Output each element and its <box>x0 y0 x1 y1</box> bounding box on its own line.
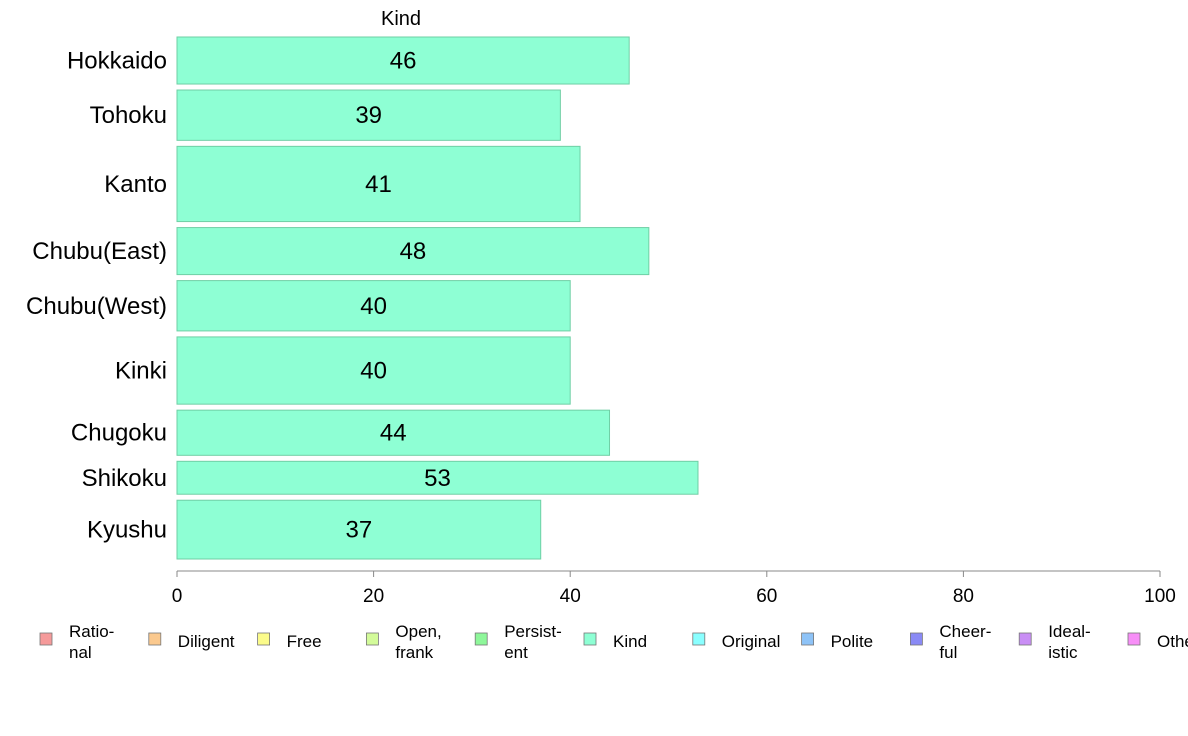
data-label: 40 <box>360 293 387 320</box>
legend-label: Kind <box>613 632 647 651</box>
category-label: Hokkaido <box>67 48 167 75</box>
data-label: 40 <box>360 358 387 385</box>
category-label: Shikoku <box>82 465 167 492</box>
legend-swatch <box>1018 632 1032 646</box>
bar-shikoku <box>176 460 699 495</box>
legend-swatch <box>910 632 923 646</box>
data-label: 41 <box>365 171 392 198</box>
bar-hokkaido <box>176 36 630 85</box>
bar-tohoku <box>176 89 561 141</box>
legend-label: frank <box>395 643 433 662</box>
data-label: 39 <box>355 102 382 129</box>
legend-swatch <box>148 632 162 646</box>
legend-swatch <box>474 632 488 646</box>
x-tick-label: 0 <box>172 586 183 607</box>
legend-label: Free <box>287 632 322 651</box>
legend-label: Other <box>1157 632 1188 651</box>
legend-swatch <box>692 632 706 646</box>
data-label: 44 <box>380 420 407 447</box>
bar-chubu-west <box>176 280 571 332</box>
legend-label: Open, <box>395 622 441 641</box>
chart-title: Kind <box>381 8 421 30</box>
x-tick-label: 40 <box>560 586 581 607</box>
data-label: 37 <box>346 517 373 544</box>
legend-label: Original <box>722 632 781 651</box>
bar-chugoku <box>176 409 611 456</box>
legend-swatch <box>583 632 597 646</box>
bar-kanto <box>176 145 581 223</box>
legend-swatch <box>365 632 379 646</box>
legend-label: ful <box>939 643 957 662</box>
legend-swatch <box>257 632 271 646</box>
legend-label: nal <box>69 643 92 662</box>
legend-label: Polite <box>831 632 874 651</box>
legend-swatch <box>1127 632 1141 646</box>
x-tick-label: 60 <box>756 586 777 607</box>
legend-swatch <box>801 632 814 646</box>
x-tick-label: 100 <box>1144 586 1176 607</box>
bar-kyushu <box>176 499 542 560</box>
legend-label: istic <box>1048 643 1078 662</box>
bar-kinki <box>176 336 571 405</box>
data-label: 48 <box>400 238 427 265</box>
x-axis: 0 20 40 60 80 100 <box>172 570 1176 607</box>
category-label: Kanto <box>104 171 167 198</box>
data-label: 46 <box>390 48 417 75</box>
x-tick-label: 20 <box>363 586 384 607</box>
legend-swatch <box>39 632 53 646</box>
legend-label: ent <box>504 643 528 662</box>
category-label: Chugoku <box>71 420 167 447</box>
category-label: Kinki <box>115 358 167 385</box>
data-label: 53 <box>424 465 451 492</box>
category-label: Chubu(West) <box>26 293 167 320</box>
category-label: Chubu(East) <box>32 238 167 265</box>
legend-label: Ratio- <box>69 622 114 641</box>
legend-label: Cheer- <box>939 622 991 641</box>
legend-label: Diligent <box>178 632 235 651</box>
bar-chubu-east <box>176 227 650 276</box>
bars-group: Hokkaido 46 Tohoku 39 Kanto 41 Chubu(East) 48 Ch… <box>26 36 699 560</box>
category-label: Tohoku <box>90 102 167 129</box>
category-label: Kyushu <box>87 517 167 544</box>
legend-label: Ideal- <box>1048 622 1091 641</box>
legend-label: Persist- <box>504 622 562 641</box>
x-tick-label: 80 <box>953 586 974 607</box>
legend: Ratio-nal Diligent Free Open, frank Persist-e… <box>39 622 1188 662</box>
